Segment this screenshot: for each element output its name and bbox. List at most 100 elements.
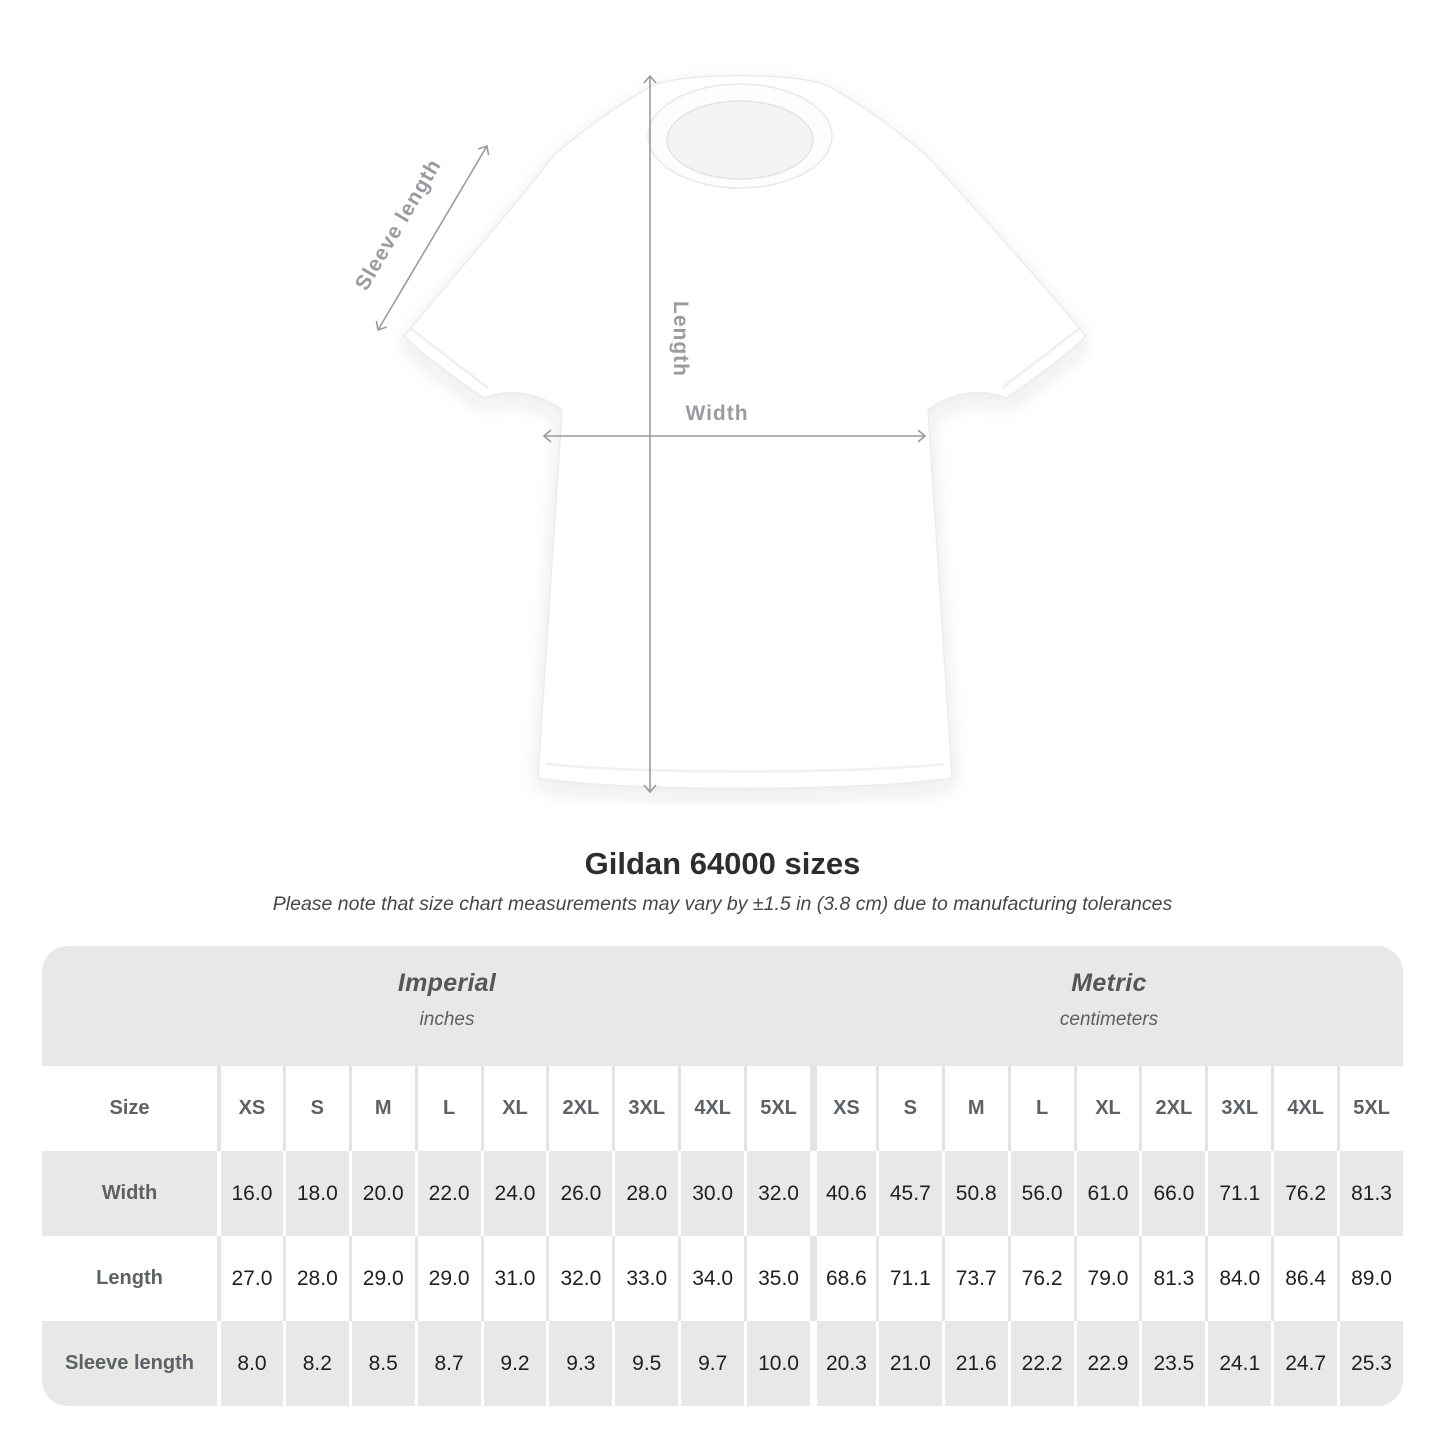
value-cell: 8.5 <box>348 1321 415 1406</box>
value-cell: 8.2 <box>282 1321 349 1406</box>
value-cell: 81.3 <box>1337 1151 1403 1236</box>
page-subtitle: Please note that size chart measurements… <box>272 893 1173 915</box>
size-header-row: Size XS S M L XL 2XL 3XL 4XL 5XL XS S M L XL 2XL 3XL 4XL 5… <box>42 1066 1403 1151</box>
value-cell: 89.0 <box>1337 1236 1403 1321</box>
imperial-header: Imperial <box>397 969 497 997</box>
metric-unit-label: centimeters <box>1059 1009 1159 1030</box>
size-header-imperial-2xl: 2XL <box>546 1066 612 1151</box>
table-rows: Size XS S M L XL 2XL 3XL 4XL 5XL XS S M L XL 2XL 3XL 4XL 5… <box>42 1066 1403 1406</box>
size-header-metric-2xl: 2XL <box>1139 1066 1205 1151</box>
size-header-metric-s: S <box>875 1066 942 1151</box>
value-cell: 29.0 <box>348 1236 415 1321</box>
value-cell: 84.0 <box>1205 1236 1271 1321</box>
value-cell: 26.0 <box>546 1151 612 1236</box>
value-cell: 34.0 <box>678 1236 744 1321</box>
value-cell: 8.7 <box>414 1321 481 1406</box>
table-row-width: Width 16.0 18.0 20.0 22.0 24.0 26.0 28.0 30.0 32.… <box>42 1151 1403 1236</box>
size-header-imperial-3xl: 3XL <box>612 1066 678 1151</box>
value-cell: 23.5 <box>1139 1321 1205 1406</box>
value-cell: 56.0 <box>1007 1151 1074 1236</box>
width-label: Width <box>685 402 748 425</box>
size-header-imperial-s: S <box>282 1066 349 1151</box>
value-cell: 20.3 <box>809 1321 876 1406</box>
tshirt-collar <box>647 83 833 189</box>
value-cell: 81.3 <box>1139 1236 1205 1321</box>
title-block: Gildan 64000 sizes Please note that size… <box>0 846 1445 916</box>
value-cell: 24.1 <box>1205 1321 1271 1406</box>
size-header-metric-3xl: 3XL <box>1205 1066 1271 1151</box>
size-header-imperial-l: L <box>414 1066 481 1151</box>
row-label: Length <box>96 1267 163 1289</box>
tshirt-image: Sleeve length Length Width <box>351 74 1087 794</box>
value-cell: 24.7 <box>1271 1321 1337 1406</box>
value-cell: 9.2 <box>480 1321 547 1406</box>
table-row-sleeve-length: Sleeve length 8.0 8.2 8.5 8.7 9.2 9.3 9.5 9.7 10.… <box>42 1321 1403 1406</box>
row-label: Sleeve length <box>65 1352 194 1374</box>
value-cell: 29.0 <box>414 1236 481 1321</box>
size-header-metric-5xl: 5XL <box>1337 1066 1403 1151</box>
value-cell: 73.7 <box>941 1236 1008 1321</box>
size-table: Imperial inches Metric centimeters Size X… <box>42 946 1403 1406</box>
value-cell: 76.2 <box>1271 1151 1337 1236</box>
size-header-metric-m: M <box>941 1066 1008 1151</box>
value-cell: 28.0 <box>282 1236 349 1321</box>
length-label: Length <box>669 301 692 377</box>
value-cell: 9.5 <box>612 1321 678 1406</box>
size-header-imperial-xs: XS <box>217 1066 283 1151</box>
value-cell: 61.0 <box>1073 1151 1140 1236</box>
value-cell: 45.7 <box>875 1151 942 1236</box>
value-cell: 16.0 <box>217 1151 283 1236</box>
unit-group-imperial: Imperial inches <box>398 969 496 1031</box>
row-label: Width <box>101 1182 158 1204</box>
value-cell: 40.6 <box>809 1151 876 1236</box>
size-header-metric-xl: XL <box>1073 1066 1140 1151</box>
value-cell: 30.0 <box>678 1151 744 1236</box>
value-cell: 10.0 <box>744 1321 810 1406</box>
value-cell: 50.8 <box>941 1151 1008 1236</box>
size-header-imperial-4xl: 4XL <box>678 1066 744 1151</box>
size-column-header: Size <box>109 1097 150 1119</box>
value-cell: 33.0 <box>612 1236 678 1321</box>
value-cell: 21.6 <box>941 1321 1008 1406</box>
value-cell: 71.1 <box>1205 1151 1271 1236</box>
unit-group-metric: Metric centimeters <box>1060 969 1158 1031</box>
size-header-metric-4xl: 4XL <box>1271 1066 1337 1151</box>
value-cell: 68.6 <box>809 1236 876 1321</box>
value-cell: 27.0 <box>217 1236 283 1321</box>
size-header-imperial-5xl: 5XL <box>744 1066 810 1151</box>
page-title: Gildan 64000 sizes <box>584 846 861 881</box>
value-cell: 32.0 <box>744 1151 810 1236</box>
table-row-length: Length 27.0 28.0 29.0 29.0 31.0 32.0 33.0 34.0 35… <box>42 1236 1403 1321</box>
value-cell: 32.0 <box>546 1236 612 1321</box>
value-cell: 86.4 <box>1271 1236 1337 1321</box>
size-header-metric-l: L <box>1007 1066 1074 1151</box>
value-cell: 25.3 <box>1337 1321 1403 1406</box>
size-header-imperial-xl: XL <box>480 1066 547 1151</box>
unit-header-band: Imperial inches Metric centimeters <box>42 946 1403 1066</box>
sleeve-length-arrow <box>375 144 490 332</box>
metric-header: Metric <box>1071 969 1147 997</box>
value-cell: 22.2 <box>1007 1321 1074 1406</box>
value-cell: 76.2 <box>1007 1236 1074 1321</box>
value-cell: 66.0 <box>1139 1151 1205 1236</box>
value-cell: 9.7 <box>678 1321 744 1406</box>
value-cell: 31.0 <box>480 1236 547 1321</box>
value-cell: 22.9 <box>1073 1321 1140 1406</box>
value-cell: 8.0 <box>217 1321 283 1406</box>
sleeve-length-label: Sleeve length <box>351 155 446 295</box>
value-cell: 35.0 <box>744 1236 810 1321</box>
imperial-unit-label: inches <box>419 1009 475 1030</box>
value-cell: 20.0 <box>348 1151 415 1236</box>
size-header-metric-xs: XS <box>809 1066 876 1151</box>
value-cell: 9.3 <box>546 1321 612 1406</box>
value-cell: 24.0 <box>480 1151 547 1236</box>
value-cell: 71.1 <box>875 1236 942 1321</box>
tshirt-body <box>403 74 1087 790</box>
value-cell: 28.0 <box>612 1151 678 1236</box>
value-cell: 21.0 <box>875 1321 942 1406</box>
value-cell: 79.0 <box>1073 1236 1140 1321</box>
value-cell: 18.0 <box>282 1151 349 1236</box>
shirt-measurement-figure: Sleeve length Length Width <box>351 74 1087 794</box>
size-header-imperial-m: M <box>348 1066 415 1151</box>
